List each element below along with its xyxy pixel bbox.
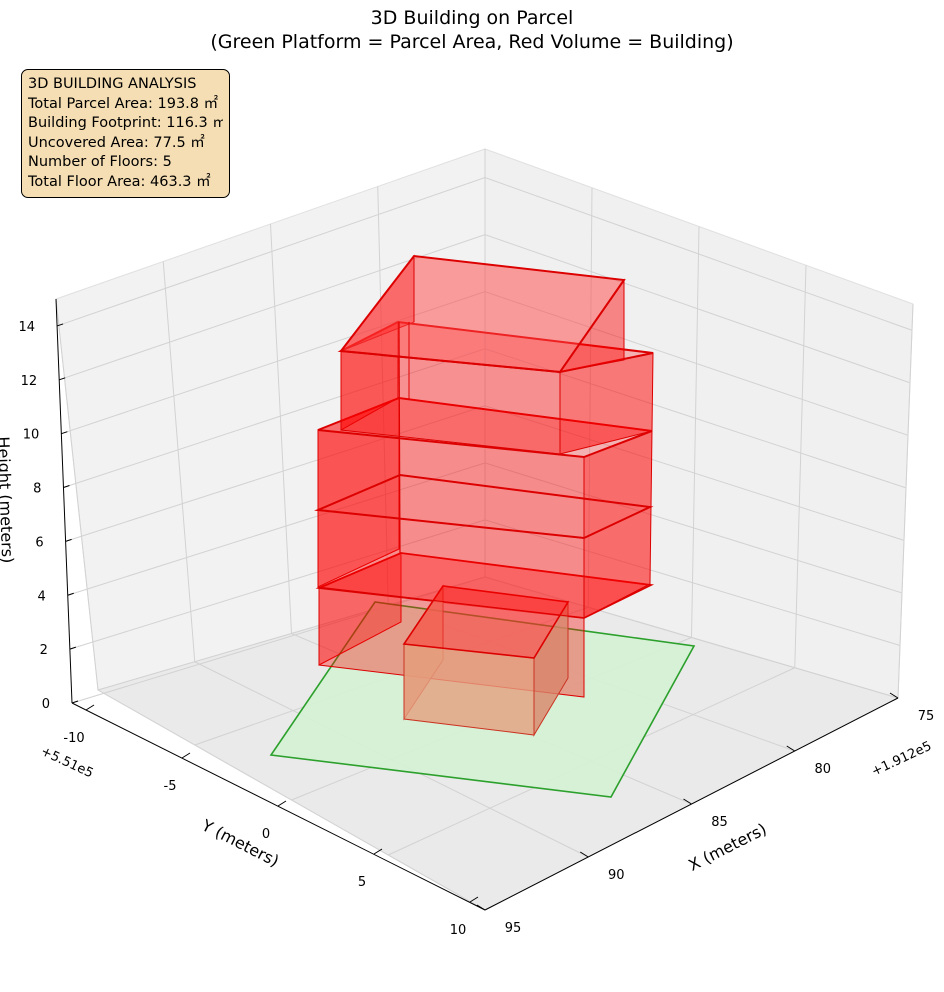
stats-total-floor-area: Total Floor Area: 463.3 ㎡	[28, 173, 211, 190]
chart-title: 3D Building on Parcel (Green Platform = …	[0, 6, 944, 54]
chart-title-line-2: (Green Platform = Parcel Area, Red Volum…	[210, 31, 734, 53]
z-axis-label: Height (meters)	[0, 436, 17, 564]
z-tick-label: 4	[37, 589, 45, 604]
z-tick-mark	[63, 485, 70, 489]
x-tick-label: 90	[608, 868, 625, 883]
floor-5-top	[339, 254, 626, 374]
z-tick-label: 10	[23, 428, 40, 443]
z-tick-mark	[67, 592, 74, 596]
stats-number-of-floors: Number of Floors: 5	[28, 154, 172, 170]
z-tick-label: 8	[33, 482, 41, 497]
z-tick-mark	[59, 377, 66, 381]
z-tick-label: 14	[19, 320, 36, 335]
y-wall-grid-line	[270, 223, 292, 634]
stats-uncovered-area: Uncovered Area: 77.5 ㎡	[28, 134, 205, 151]
x-tick-mark	[683, 798, 692, 805]
y-tick-label: 10	[450, 923, 467, 938]
y-tick-mark	[181, 752, 191, 759]
y-wall-grid-line	[162, 261, 196, 662]
x-wall-grid-line	[897, 303, 914, 699]
y-offset-label: +5.51e5	[38, 744, 95, 781]
x-tick-label: 75	[918, 709, 935, 724]
axis-ticks: 0 2 4 6 8 10 12 14 -10 -5 0 5 10 75 80 85 90 95	[19, 320, 935, 938]
z-tick-mark	[71, 700, 79, 704]
stats-building-footprint: Building Footprint: 116.3 ㎡	[28, 115, 223, 131]
x-wall-grid-line	[794, 265, 807, 668]
y-tick-label: -10	[63, 731, 84, 746]
stats-parcel-area: Total Parcel Area: 193.8 ㎡	[28, 95, 219, 112]
z-tick-mark	[56, 323, 64, 327]
z-tick-label: 6	[35, 535, 43, 550]
y-tick-mark	[85, 704, 95, 711]
z-tick-mark	[65, 538, 72, 542]
x-tick-label: 85	[711, 815, 728, 830]
annex-top	[402, 585, 570, 659]
z-tick-label: 12	[21, 374, 38, 389]
y-tick-mark	[277, 800, 287, 807]
building-volume	[314, 254, 655, 737]
z-tick-label: 2	[40, 643, 48, 658]
annex-front-face	[403, 643, 535, 736]
y-axis-line	[71, 702, 486, 911]
z-tick-mark	[61, 431, 68, 435]
y-axis-label: Y (meters)	[198, 815, 282, 870]
z-tick-label: 0	[42, 697, 50, 712]
floor-2-top	[314, 473, 654, 540]
y-tick-label: 5	[358, 875, 366, 890]
stats-heading: 3D BUILDING ANALYSIS	[28, 76, 197, 92]
y-tick-label: 0	[262, 827, 270, 842]
chart-title-line-1: 3D Building on Parcel	[370, 7, 574, 29]
z-axis-line	[55, 298, 73, 704]
x-tick-mark	[579, 851, 589, 858]
x-tick-mark	[476, 904, 486, 911]
x-grid-line	[97, 689, 486, 911]
x-offset-label: +1.912e5	[869, 739, 934, 780]
x-tick-mark	[786, 745, 796, 752]
y-tick-label: -5	[164, 779, 177, 794]
y-tick-mark	[469, 896, 479, 903]
y-tick-mark	[373, 848, 383, 855]
z-tick-mark	[69, 646, 77, 650]
inner-edge-back	[398, 321, 401, 554]
analysis-stats-box: 3D BUILDING ANALYSIS Total Parcel Area: …	[21, 69, 230, 198]
y-wall-grid-line	[377, 186, 389, 606]
y-wall-grid-line	[55, 298, 99, 691]
x-tick-label: 95	[505, 921, 522, 936]
x-wall-grid-line	[691, 226, 700, 638]
x-tick-label: 80	[814, 762, 831, 777]
x-tick-mark	[889, 692, 899, 699]
